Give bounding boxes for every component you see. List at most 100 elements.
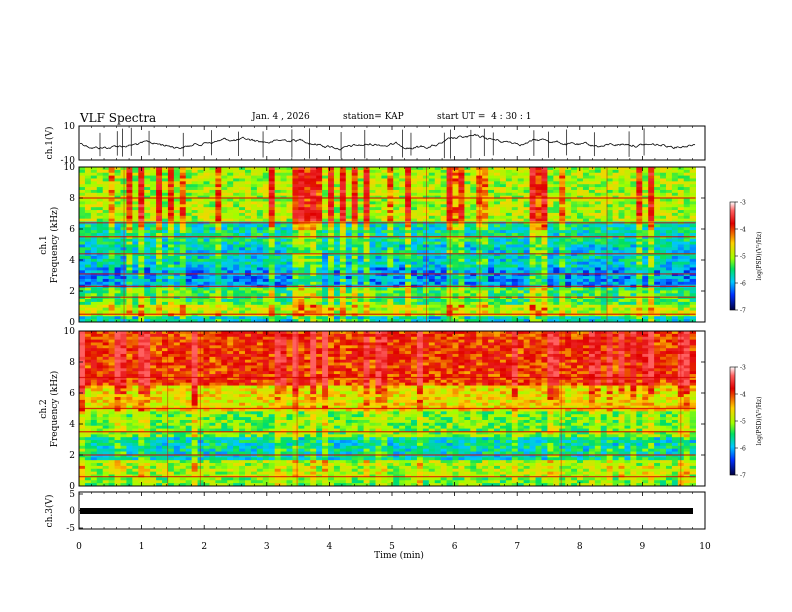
spec1-cell [470,270,477,274]
spec1-cell [517,301,525,306]
spec1-cell [357,169,364,174]
spec1-cell [416,281,424,286]
spec1-cell [535,290,542,294]
spec1-cell [671,287,679,291]
spec1-cell [138,195,145,199]
spec1-cell [559,276,566,280]
spec1-cell [90,264,98,268]
spec1-cell [369,293,376,297]
spec1-cell [470,204,477,208]
spec1-cell [138,189,145,194]
spec1-cell [339,233,347,237]
spec1-cell [665,258,673,263]
spec1-cell [167,278,175,283]
spec1-cell [84,227,92,231]
spec1-cell [464,189,471,194]
spec1-cell [132,172,139,177]
spec1-cell [179,290,187,294]
spec1-cell [393,244,400,248]
spec1-cell [600,207,608,211]
spec1-cell [333,238,341,243]
spec1-cell [505,241,513,245]
spec1-cell [274,264,281,268]
spec1-cell [280,299,287,303]
spec1-cell [351,267,359,271]
spec1-cell [416,287,424,291]
spec1-cell [470,264,477,268]
spec1-cell [126,299,133,303]
spec1-cell [547,198,554,202]
spec1-cell [328,270,335,274]
spec1-cell [274,278,281,283]
spec1-cell [642,224,649,228]
spec1-cell [144,244,151,248]
spec1-cell [79,181,86,185]
spec1-cell [541,299,548,303]
spec1-cell [654,201,661,205]
spec1-cell [636,264,643,268]
spec1-cell [345,250,353,254]
spec1-cell [90,172,98,177]
spec1-cell [559,172,566,177]
spec1-cell [624,281,631,286]
spec1-cell [96,233,104,237]
spec1-cell [470,250,477,254]
spec1-cell [671,273,679,277]
spec1-cell [310,270,317,274]
spec1-cell [357,233,364,237]
spec1-cell [553,273,560,277]
spec1-cell [440,244,447,248]
spec1-cell [624,207,631,211]
spec1-cell [660,281,667,286]
spec1-cell [671,281,679,286]
spec1-cell [233,192,240,197]
spec1-cell [458,198,465,202]
spec1-cell [150,244,157,248]
spec1-cell [434,201,442,205]
spec1-cell [393,178,400,182]
spec1-cell [375,187,382,191]
spec1-cell [245,204,252,208]
spec1-cell [345,278,353,283]
spec1-cell [162,187,169,191]
spec1-cell [262,207,270,211]
spec1-cell [422,264,430,268]
spec1-cell [594,287,602,291]
spec1-cell [185,301,193,306]
spec1-cell [304,227,311,231]
spec1-cell [630,287,637,291]
station-label: station= KAP [343,112,404,122]
spec1-cell [322,201,329,205]
spec1-cell [624,218,631,222]
spec1-cell [102,299,110,303]
spec1-cell [399,281,406,286]
spec1-cell [458,178,465,182]
spec1-cell [665,264,673,268]
spec1-cell [600,278,608,283]
spec1-cell [671,172,679,177]
spec1-cell [298,278,305,283]
spec1-cell [138,253,145,257]
spec1-cell [571,299,578,303]
spec1-cell [102,287,110,291]
spec1-cell [221,273,228,277]
spec1-cell [227,218,234,222]
spec1-cell [458,235,465,240]
spec1-cell [577,273,584,277]
spec1-cell [476,247,483,251]
spec1-cell [600,218,608,222]
spec1-cell [239,301,246,306]
spec1-cell [304,210,311,214]
spec1-cell [541,238,548,243]
spec1-cell [138,238,145,243]
spec1-cell [262,167,270,171]
spec1-cell [280,201,287,205]
spec1-cell [440,276,447,280]
spec1-cell [239,258,246,263]
spec1-cell [345,261,353,265]
spec1-cell [405,181,412,185]
spec1-cell [482,167,489,171]
spec1-cell [618,212,625,217]
spec1-cell [144,299,151,303]
spec1-cell [102,210,110,214]
